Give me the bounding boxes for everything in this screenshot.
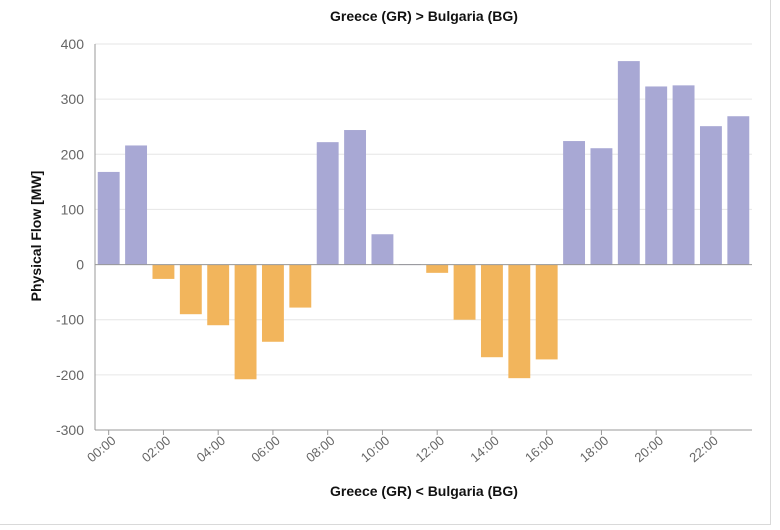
y-tick-label: 300 bbox=[61, 91, 85, 107]
x-tick-label: 12:00 bbox=[413, 433, 448, 465]
y-tick-label: -300 bbox=[56, 422, 84, 438]
x-tick-label: 08:00 bbox=[303, 433, 338, 465]
bar-1400 bbox=[480, 264, 503, 358]
y-tick-label: -100 bbox=[56, 312, 84, 328]
x-tick-label: 16:00 bbox=[522, 433, 557, 465]
bar-0000 bbox=[97, 171, 120, 265]
x-axis-ticks: 00:00 02:00 04:00 06:00 08:00 10:00 12:00 14:00… bbox=[84, 430, 721, 465]
x-tick-label: 02:00 bbox=[139, 433, 174, 465]
bar-2100 bbox=[672, 85, 695, 265]
bars bbox=[97, 61, 750, 380]
chart-frame bbox=[0, 0, 771, 525]
bar-1700 bbox=[563, 141, 586, 265]
bar-0400 bbox=[207, 264, 230, 326]
y-tick-label: 0 bbox=[76, 257, 84, 273]
axes bbox=[94, 44, 752, 431]
x-tick-label: 06:00 bbox=[248, 433, 283, 465]
y-tick-label: 100 bbox=[61, 201, 85, 217]
bar-1000 bbox=[371, 234, 394, 265]
bar-0200 bbox=[152, 264, 175, 279]
x-tick-label: 22:00 bbox=[686, 433, 721, 465]
bar-0100 bbox=[125, 145, 148, 265]
bar-1800 bbox=[590, 148, 613, 265]
bar-1300 bbox=[453, 264, 476, 320]
bar-1200 bbox=[426, 264, 449, 273]
x-tick-label: 18:00 bbox=[577, 433, 612, 465]
bar-2000 bbox=[645, 86, 668, 265]
bar-0700 bbox=[289, 264, 312, 308]
y-tick-label: -200 bbox=[56, 367, 84, 383]
bar-0300 bbox=[179, 264, 202, 315]
bar-0900 bbox=[344, 130, 367, 265]
bar-0500 bbox=[234, 264, 257, 380]
x-tick-label: 04:00 bbox=[194, 433, 229, 465]
y-tick-label: 400 bbox=[61, 36, 85, 52]
x-tick-label: 10:00 bbox=[358, 433, 393, 465]
chart-title: Greece (GR) > Bulgaria (BG) bbox=[330, 8, 518, 24]
y-axis-label: Physical Flow [MW] bbox=[28, 171, 44, 302]
x-tick-label: 20:00 bbox=[632, 433, 667, 465]
x-tick-label: 00:00 bbox=[84, 433, 119, 465]
bar-1500 bbox=[508, 264, 531, 379]
bar-1600 bbox=[535, 264, 558, 360]
y-tick-label: 200 bbox=[61, 146, 85, 162]
bar-0800 bbox=[316, 142, 339, 265]
bar-0600 bbox=[261, 264, 284, 342]
bar-1900 bbox=[617, 61, 640, 265]
x-tick-label: 14:00 bbox=[467, 433, 502, 465]
bar-2200 bbox=[699, 126, 722, 265]
x-axis-label: Greece (GR) < Bulgaria (BG) bbox=[330, 483, 518, 499]
bar-2300 bbox=[727, 116, 750, 265]
y-axis-ticks: 400 300 200 100 0 -100 -200 -300 bbox=[56, 36, 84, 438]
